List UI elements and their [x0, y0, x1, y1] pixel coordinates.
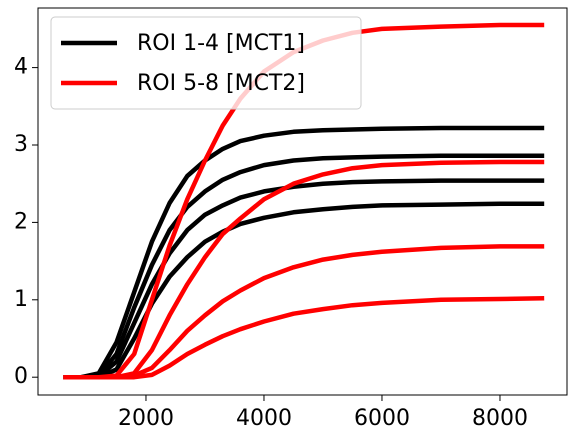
legend-label: ROI 5-8 [MCT2] [137, 71, 305, 96]
y-tick-label: 0 [14, 364, 28, 389]
y-tick-label: 2 [14, 209, 28, 234]
legend: ROI 1-4 [MCT1] ROI 5-8 [MCT2] [50, 16, 362, 110]
y-tick-label: 3 [14, 132, 28, 157]
plot-frame [37, 7, 568, 396]
x-tick-label: 2000 [118, 406, 174, 431]
x-tick-label: 8000 [472, 406, 528, 431]
series-line [63, 125, 545, 380]
x-tick-label: 6000 [354, 406, 410, 431]
y-tick-label: 4 [14, 55, 28, 80]
series-line [63, 296, 545, 380]
legend-box [50, 16, 362, 110]
series-line [63, 153, 545, 380]
series-line [63, 178, 545, 380]
y-tick-label: 1 [14, 287, 28, 312]
x-tick-label: 4000 [236, 406, 292, 431]
legend-label: ROI 1-4 [MCT1] [137, 31, 305, 56]
